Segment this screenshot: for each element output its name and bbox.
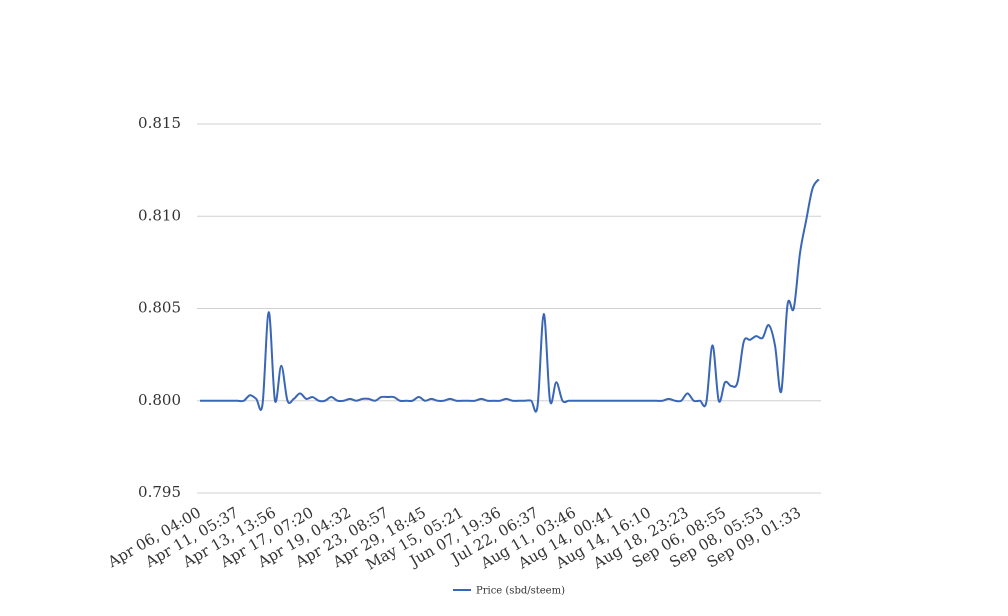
y-tick-label: 0.815 bbox=[138, 114, 181, 132]
price-line bbox=[200, 178, 820, 413]
legend-label: Price (sbd/steem) bbox=[476, 586, 565, 597]
y-tick-label: 0.795 bbox=[138, 483, 181, 501]
y-tick-label: 0.805 bbox=[138, 299, 181, 317]
y-tick-label: 0.810 bbox=[138, 206, 181, 224]
y-tick-label: 0.800 bbox=[138, 391, 181, 409]
